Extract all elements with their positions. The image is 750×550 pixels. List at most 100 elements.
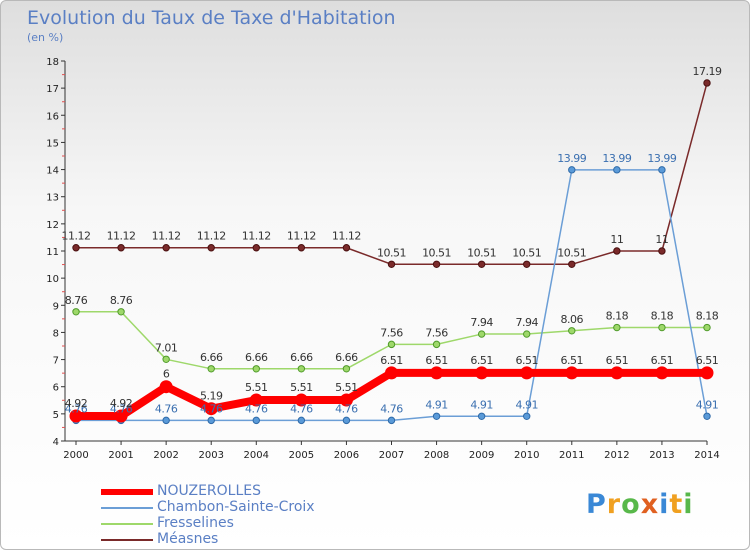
data-point — [387, 260, 396, 268]
data-point — [294, 393, 308, 407]
data-label: 6.51 — [561, 354, 584, 367]
data-point — [72, 308, 80, 316]
data-label: 4.76 — [245, 402, 268, 415]
data-label: 8.76 — [65, 294, 88, 307]
legend-label-measnes: Méasnes — [157, 531, 219, 547]
y-tick-label: 4 — [53, 437, 59, 448]
y-tick-label: 5 — [53, 410, 59, 421]
logo-letter: i — [659, 489, 670, 520]
data-point — [520, 366, 534, 380]
data-label: 10.51 — [377, 246, 406, 259]
data-label: 13.99 — [647, 152, 676, 165]
data-label: 4.91 — [425, 398, 448, 411]
data-label: 7.56 — [380, 326, 403, 339]
data-point — [249, 393, 263, 407]
y-tick-label: 8 — [53, 328, 59, 339]
data-point — [568, 166, 576, 174]
x-tick-label: 2001 — [108, 450, 133, 461]
data-point — [252, 365, 260, 373]
data-label: 6.66 — [200, 351, 223, 364]
x-tick-label: 2006 — [334, 450, 359, 461]
y-tick-label: 6 — [53, 383, 59, 394]
data-label: 6.51 — [515, 354, 538, 367]
data-label: 11.12 — [152, 230, 181, 243]
data-label: 8.76 — [110, 294, 133, 307]
data-point — [703, 323, 711, 332]
logo-letter: i — [683, 489, 694, 520]
data-label: 11.12 — [107, 230, 136, 243]
data-label: 17.19 — [693, 65, 722, 78]
data-point — [568, 327, 576, 335]
data-point — [655, 366, 669, 380]
data-point — [162, 244, 170, 252]
x-tick-label: 2004 — [244, 450, 269, 461]
data-label: 6.66 — [245, 351, 268, 364]
data-point — [432, 412, 441, 420]
data-point — [72, 244, 80, 252]
x-tick-label: 2003 — [198, 450, 223, 461]
data-point — [297, 244, 306, 252]
data-point — [610, 366, 624, 380]
data-label: 10.51 — [422, 246, 451, 259]
data-point — [204, 402, 218, 416]
data-point — [117, 308, 125, 316]
data-point — [207, 365, 215, 373]
x-tick-label: 2000 — [63, 450, 88, 461]
data-point — [613, 247, 621, 255]
data-label: 13.99 — [602, 152, 631, 165]
data-point — [475, 366, 489, 380]
data-point — [342, 244, 351, 252]
data-label: 6.66 — [290, 351, 313, 364]
data-point — [477, 330, 486, 338]
y-tick-label: 17 — [46, 84, 59, 95]
data-point — [432, 260, 441, 268]
data-label: 11.12 — [197, 230, 226, 243]
legend-label-chambon: Chambon-Sainte-Croix — [157, 499, 315, 515]
data-label: 6.51 — [470, 354, 493, 367]
logo-letter: t — [669, 489, 684, 520]
y-tick-label: 13 — [46, 193, 59, 204]
x-tick-label: 2010 — [514, 450, 539, 461]
y-tick-label: 14 — [46, 166, 59, 177]
data-point — [159, 380, 173, 394]
data-point — [162, 355, 170, 363]
y-tick-label: 10 — [46, 274, 59, 285]
data-point — [387, 340, 396, 349]
data-label: 4.76 — [110, 402, 133, 415]
data-point — [430, 366, 444, 380]
data-point — [252, 244, 260, 252]
legend-swatch-chambon — [101, 507, 153, 509]
data-label: 4.76 — [335, 402, 358, 415]
data-label: 5.51 — [245, 381, 268, 394]
data-label: 6.51 — [651, 354, 674, 367]
legend-label-fresselines: Fresselines — [157, 515, 234, 531]
data-label: 11.12 — [62, 230, 91, 243]
data-label: 8.18 — [606, 310, 629, 323]
chart-title: Evolution du Taux de Taxe d'Habitation — [27, 7, 396, 29]
x-tick-label: 2011 — [559, 450, 584, 461]
data-label: 4.76 — [200, 402, 223, 415]
y-tick-label: 16 — [46, 111, 59, 122]
data-point — [339, 393, 353, 407]
y-tick-label: 15 — [46, 138, 59, 149]
data-label: 5.19 — [200, 390, 223, 403]
x-tick-label: 2007 — [379, 450, 404, 461]
data-label: 6.51 — [380, 354, 403, 367]
data-point — [387, 416, 396, 425]
y-tick-label: 11 — [46, 247, 59, 258]
logo-letter: r — [606, 489, 622, 520]
data-label: 13.99 — [557, 152, 586, 165]
data-point — [114, 409, 128, 423]
data-label: 7.94 — [470, 316, 493, 329]
data-label: 7.94 — [515, 316, 538, 329]
data-label: 6.66 — [335, 351, 358, 364]
data-point — [568, 260, 576, 268]
x-tick-label: 2005 — [289, 450, 314, 461]
data-label: 4.91 — [470, 398, 493, 411]
data-label: 8.18 — [696, 310, 719, 323]
data-point — [523, 260, 531, 268]
data-label: 6.51 — [425, 354, 448, 367]
x-tick-label: 2009 — [469, 450, 494, 461]
data-point — [297, 365, 306, 373]
data-label: 6 — [163, 368, 170, 381]
